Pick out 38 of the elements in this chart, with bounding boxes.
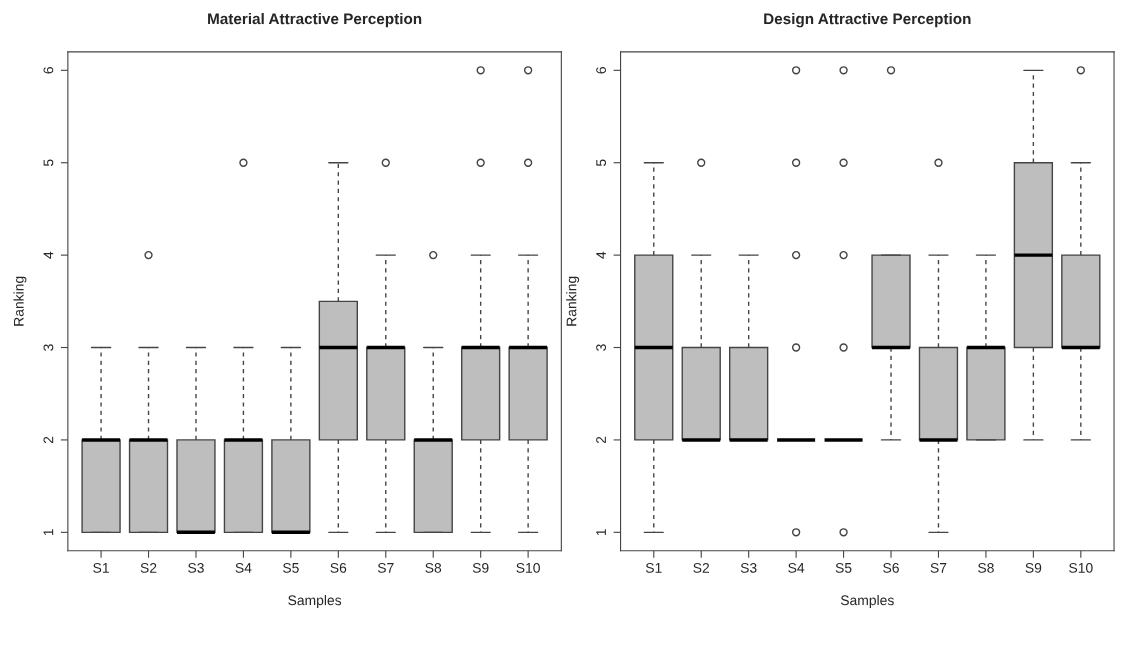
x-tick-label: S3 [740,562,757,573]
x-tick-label: S10 [516,562,540,573]
x-tick-label: S1 [93,562,109,573]
y-tick-label: 5 [43,159,54,167]
x-tick-label: S5 [835,562,852,573]
x-tick-label: S5 [283,562,299,573]
x-axis-title: Samples [288,595,342,608]
x-tick-label: S8 [425,562,442,573]
y-tick-label: 4 [43,251,54,259]
y-axis-title: Ranking [13,276,27,326]
x-tick-label: S4 [235,562,252,573]
y-tick-label: 6 [43,67,54,74]
y-tick-label: 5 [596,159,607,167]
x-tick-label: S9 [472,562,489,573]
y-tick-label: 1 [596,529,606,536]
x-tick-label: S4 [788,562,805,573]
x-tick-label: S3 [188,562,204,573]
y-tick-label: 3 [596,344,607,351]
x-tick-label: S6 [883,562,899,573]
x-tick-label: S8 [978,562,994,573]
x-tick-label: S10 [1069,562,1093,573]
chart-title: Material Attractive Perception [208,12,422,28]
y-tick-label: 3 [43,344,54,351]
y-tick-label: 2 [43,436,54,444]
y-tick-label: 4 [596,251,606,259]
y-tick-label: 2 [596,436,606,444]
y-axis-title: Ranking [566,276,580,326]
y-tick-label: 1 [43,529,54,536]
x-tick-label: S2 [693,562,710,573]
y-tick-label: 6 [596,67,607,74]
x-tick-label: S6 [330,562,347,573]
x-tick-label: S7 [930,562,947,573]
x-axis-title: Samples [840,595,894,608]
x-tick-label: S7 [377,562,394,573]
x-tick-label: S9 [1025,562,1042,573]
chart-title: Design Attractive Perception [764,12,971,28]
x-tick-label: S1 [645,562,662,573]
x-tick-label: S2 [140,562,157,573]
